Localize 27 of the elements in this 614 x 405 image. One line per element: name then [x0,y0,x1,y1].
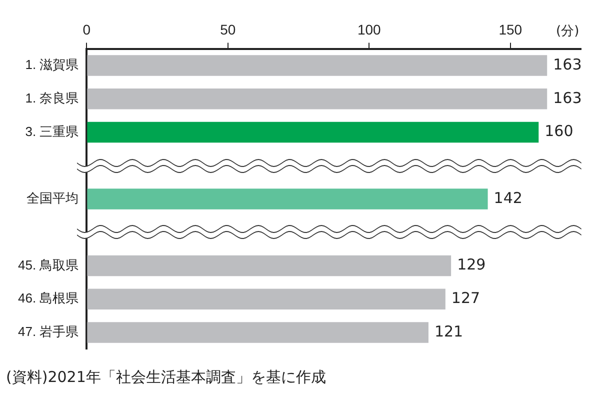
data-label: 163 [553,88,582,107]
x-tick-label: 0 [82,21,91,38]
bar [87,322,428,343]
data-label: 160 [544,122,574,140]
y-tick-label: 1. 奈良県 [25,90,79,106]
data-label: 163 [553,55,582,74]
text: (資料)2021年「社会生活基本調査」を基に作成 [6,368,326,387]
bar [87,255,452,276]
y-tick-label: 3. 三重県 [25,124,79,139]
data-label: 129 [457,256,486,274]
x-tick-label: 50 [220,21,236,38]
x-tick-label: 100 [357,21,382,38]
y-tick-label: 45. 鳥取県 [18,257,79,272]
bar [87,188,488,210]
bar [87,288,446,310]
y-tick-label: 1. 滋賀県 [25,57,79,72]
y-tick-label: 47. 岩手県 [18,324,79,340]
data-label: 121 [434,322,464,340]
data-label: 142 [494,188,522,207]
x-axis-title: (分) [556,23,580,40]
bar [87,122,539,143]
data-label: 127 [451,289,480,308]
bar [87,88,548,110]
y-tick-label: 46. 島根県 [18,290,79,306]
y-tick-label: 全国平均 [26,190,79,206]
x-tick-label: 150 [498,21,522,38]
bar [87,55,548,76]
